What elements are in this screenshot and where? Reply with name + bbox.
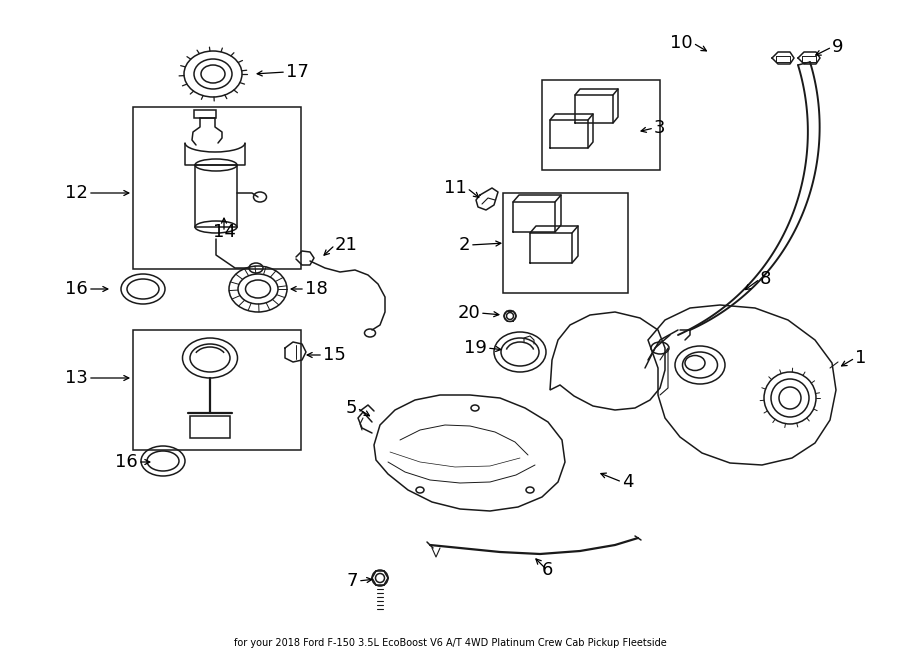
Bar — [503, 193, 628, 293]
Text: 8: 8 — [760, 270, 771, 288]
Text: 16: 16 — [65, 280, 88, 298]
Text: 7: 7 — [346, 572, 358, 590]
Bar — [133, 330, 301, 450]
Text: 3: 3 — [654, 119, 665, 137]
Text: 4: 4 — [622, 473, 634, 491]
Text: 18: 18 — [305, 280, 328, 298]
Text: 12: 12 — [65, 184, 88, 202]
Text: 10: 10 — [670, 34, 693, 52]
Bar — [133, 107, 301, 269]
Bar — [542, 80, 660, 170]
Text: 17: 17 — [286, 63, 309, 81]
Text: 20: 20 — [457, 304, 480, 322]
Text: 13: 13 — [65, 369, 88, 387]
Text: 6: 6 — [541, 561, 553, 579]
Text: for your 2018 Ford F-150 3.5L EcoBoost V6 A/T 4WD Platinum Crew Cab Pickup Fleet: for your 2018 Ford F-150 3.5L EcoBoost V… — [234, 638, 666, 648]
Bar — [194, 110, 216, 118]
Text: 16: 16 — [115, 453, 138, 471]
Text: 11: 11 — [445, 179, 467, 197]
Text: 1: 1 — [855, 349, 867, 367]
Text: 14: 14 — [212, 223, 236, 241]
Text: 21: 21 — [335, 236, 358, 254]
Text: 19: 19 — [464, 339, 487, 357]
Text: 2: 2 — [458, 236, 470, 254]
Text: 9: 9 — [832, 38, 843, 56]
Text: 5: 5 — [346, 399, 357, 417]
Text: 15: 15 — [323, 346, 346, 364]
Bar — [195, 165, 237, 227]
Bar — [190, 416, 230, 438]
